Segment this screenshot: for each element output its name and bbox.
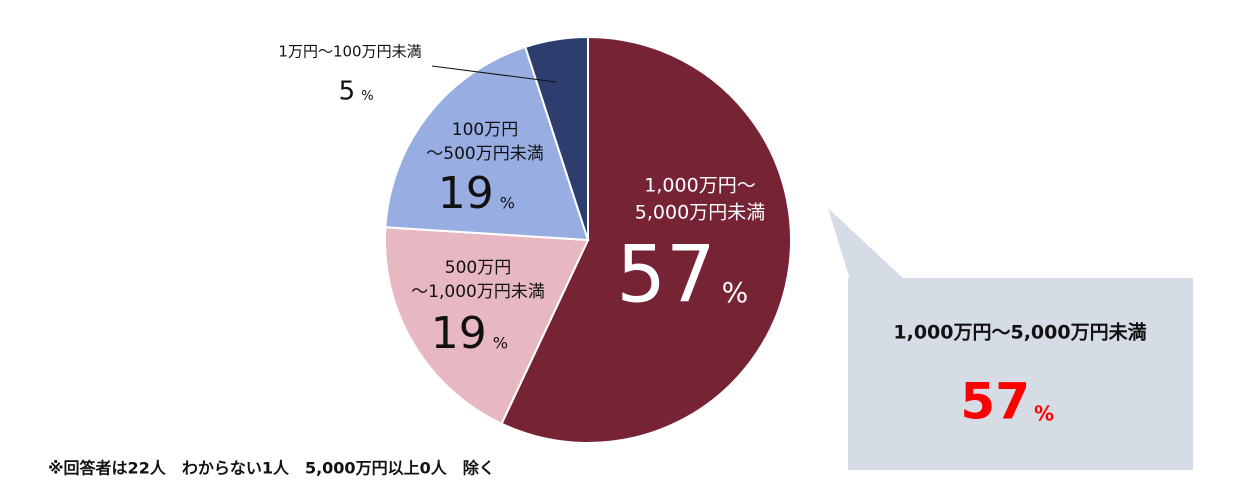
slice-unit: % [361,89,373,104]
pie-slice [384,45,590,242]
leader-line [431,65,557,83]
callout-label: 1,000万円～5,000万円未満 [893,321,1146,344]
slice-value: 19 [438,168,494,219]
slice-label: 100万円 [452,120,518,140]
slice-label: 500万円 [445,258,511,278]
callout-value: 57 [960,373,1030,431]
slice-value: 19 [431,308,487,359]
slice-label: 1万円～100万円未満 [278,43,421,61]
slice-label: 1,000万円～ [644,175,755,197]
slice-unit: % [500,193,515,212]
callout-box [848,278,1193,470]
slice-label: ～1,000万円未満 [411,282,545,302]
slice-label: ～500万円未満 [426,144,543,164]
pie-slice [524,35,589,241]
slice-unit: % [722,276,749,309]
callout-pointer [828,208,905,280]
footnote: ※回答者は22人 わからない1人 5,000万円以上0人 除く [48,459,495,478]
slice-value: 57 [616,230,715,320]
callout-unit: % [1034,402,1054,426]
slice-value: 5 [339,77,356,107]
pie-slice [384,226,590,426]
slice-label: 5,000万円未満 [635,202,765,224]
slice-unit: % [493,333,508,352]
pie-slice [500,35,792,444]
